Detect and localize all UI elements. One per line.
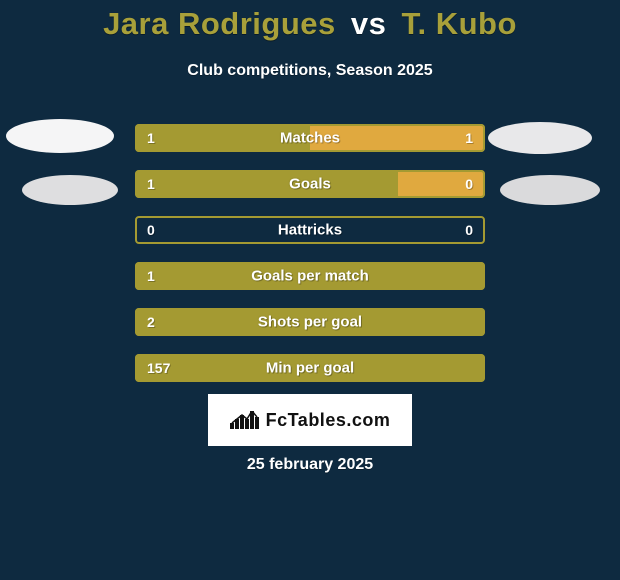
stat-value-left: 157 xyxy=(147,360,170,376)
bg-ellipse xyxy=(500,175,600,205)
stat-label: Matches xyxy=(135,130,485,147)
stat-value-right: 1 xyxy=(465,130,473,146)
bg-ellipse xyxy=(6,119,114,153)
stat-bars: Matches11Goals10Hattricks00Goals per mat… xyxy=(135,124,485,400)
fctables-logo: FcTables.com xyxy=(208,394,412,446)
bg-ellipse xyxy=(22,175,118,205)
stat-label: Goals xyxy=(135,176,485,193)
stat-label: Hattricks xyxy=(135,222,485,239)
stat-row: Matches1 1 xyxy=(135,124,485,152)
stat-value-right: 0 xyxy=(465,222,473,238)
stat-row: Shots per goal2 xyxy=(135,308,485,336)
bg-ellipse xyxy=(488,122,592,154)
vs-text: vs xyxy=(351,6,386,41)
logo-bars-icon xyxy=(230,411,260,429)
stat-label: Min per goal xyxy=(135,360,485,377)
subtitle: Club competitions, Season 2025 xyxy=(0,62,620,80)
footer-date: 25 february 2025 xyxy=(0,456,620,474)
page-title: Jara Rodrigues vs T. Kubo xyxy=(0,6,620,42)
stat-row: Goals per match1 xyxy=(135,262,485,290)
player-left-name: Jara Rodrigues xyxy=(103,6,336,41)
stat-row: Goals1 0 xyxy=(135,170,485,198)
logo-trend-icon xyxy=(230,411,259,429)
stat-value-left: 1 xyxy=(147,130,155,146)
stat-value-left: 1 xyxy=(147,268,155,284)
comparison-infographic: Jara Rodrigues vs T. Kubo Club competiti… xyxy=(0,0,620,580)
stat-value-right: 0 xyxy=(465,176,473,192)
stat-label: Shots per goal xyxy=(135,314,485,331)
stat-value-left: 0 xyxy=(147,222,155,238)
stat-value-left: 1 xyxy=(147,176,155,192)
logo-text: FcTables.com xyxy=(266,410,391,431)
stat-label: Goals per match xyxy=(135,268,485,285)
stat-row: Min per goal157 xyxy=(135,354,485,382)
stat-value-left: 2 xyxy=(147,314,155,330)
player-right-name: T. Kubo xyxy=(402,6,517,41)
stat-row: Hattricks0 0 xyxy=(135,216,485,244)
